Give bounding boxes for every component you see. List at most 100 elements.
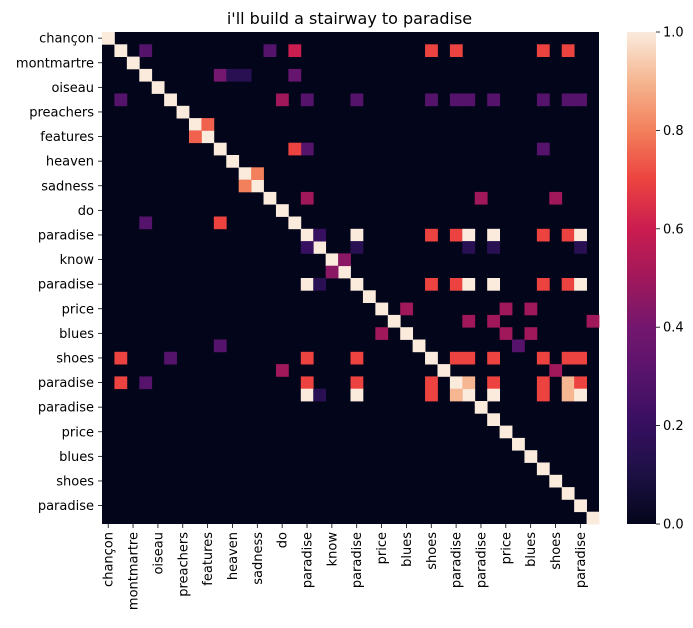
heatmap-cell bbox=[213, 68, 227, 82]
heatmap-cell bbox=[201, 130, 215, 144]
heatmap-cell bbox=[238, 179, 252, 193]
heatmap-cell bbox=[574, 376, 587, 390]
x-axis: chançon montmartre oiseau preachers features… bbox=[102, 524, 589, 610]
heatmap-cell bbox=[536, 93, 550, 107]
heatmap-cell bbox=[462, 376, 476, 390]
heatmap-cell bbox=[251, 167, 264, 180]
x-tick-label: features bbox=[201, 532, 216, 586]
heatmap-cell bbox=[536, 351, 550, 365]
x-tick-label: know bbox=[325, 532, 340, 567]
y-tick-label: preachers bbox=[29, 105, 94, 120]
y-tick-label: price bbox=[62, 425, 94, 440]
y-tick-label: blues bbox=[59, 327, 94, 342]
heatmap-cell bbox=[524, 327, 538, 340]
heatmap-cell bbox=[561, 351, 575, 365]
heatmap-cell bbox=[288, 44, 302, 57]
heatmap-cell bbox=[425, 44, 438, 57]
heatmap-cell bbox=[188, 130, 202, 144]
x-tick-label: paradise bbox=[450, 532, 465, 588]
heatmap-cell bbox=[338, 265, 351, 279]
heatmap-cell bbox=[561, 388, 575, 402]
heatmap-cell bbox=[574, 351, 587, 365]
colorbar-tick-label: 1.0 bbox=[663, 26, 684, 41]
x-tick-label: price bbox=[375, 532, 390, 564]
heatmap-cell bbox=[561, 228, 575, 242]
heatmap-cell bbox=[549, 474, 563, 488]
heatmap-cell bbox=[313, 278, 327, 291]
x-tick-label: shoes bbox=[425, 532, 440, 570]
y-axis: chançon montmartre oiseau preachers features… bbox=[16, 32, 102, 514]
y-tick-label: paradise bbox=[38, 228, 94, 243]
heatmap-cell bbox=[139, 216, 153, 230]
heatmap-cell bbox=[201, 118, 215, 131]
heatmap-cell bbox=[114, 44, 128, 57]
heatmap-cell bbox=[114, 351, 128, 365]
y-tick-label: paradise bbox=[38, 278, 94, 293]
heatmap-cell bbox=[561, 278, 575, 291]
heatmap-cell bbox=[499, 302, 513, 316]
heatmap-cell bbox=[549, 191, 563, 205]
heatmap-cell bbox=[350, 388, 364, 402]
heatmap-cell bbox=[536, 228, 550, 242]
heatmap-cell bbox=[350, 93, 364, 107]
heatmap-cell bbox=[226, 155, 240, 168]
heatmap-cell bbox=[275, 204, 289, 217]
heatmap-cell bbox=[474, 401, 488, 414]
heatmap-cell bbox=[126, 56, 140, 70]
y-tick-label: shoes bbox=[56, 351, 94, 366]
heatmap-cell bbox=[114, 93, 128, 107]
y-tick-label: blues bbox=[59, 450, 94, 465]
heatmap-cell bbox=[300, 388, 314, 402]
heatmap-cell bbox=[499, 327, 513, 340]
heatmap-cell bbox=[437, 364, 451, 377]
heatmap-cell bbox=[102, 32, 115, 45]
heatmap-cell bbox=[425, 376, 438, 390]
heatmap-cell bbox=[375, 302, 389, 316]
heatmap-cell bbox=[574, 499, 587, 513]
x-tick-label: montmartre bbox=[127, 532, 142, 610]
heatmap-cell bbox=[213, 216, 227, 230]
heatmap-cell bbox=[449, 388, 463, 402]
y-tick-label: sadness bbox=[41, 179, 94, 194]
heatmap-cell bbox=[300, 278, 314, 291]
heatmap-cell bbox=[263, 44, 277, 57]
heatmap-cell bbox=[226, 68, 240, 82]
y-tick-label: shoes bbox=[56, 474, 94, 489]
heatmap-cell bbox=[288, 142, 302, 156]
x-tick-label: preachers bbox=[176, 532, 191, 597]
y-tick-label: price bbox=[62, 302, 94, 317]
heatmap-cell bbox=[561, 376, 575, 390]
heatmap-cell bbox=[512, 339, 525, 353]
heatmap-cell bbox=[449, 376, 463, 390]
x-tick-label: blues bbox=[400, 532, 415, 567]
heatmap-cell bbox=[462, 278, 476, 291]
heatmap-cell bbox=[449, 44, 463, 57]
heatmap-cell bbox=[251, 179, 264, 193]
heatmap-cell bbox=[300, 228, 314, 242]
x-tick-label: do bbox=[276, 532, 291, 548]
y-tick-label: do bbox=[78, 204, 94, 219]
heatmap-cell bbox=[188, 118, 202, 131]
y-tick-label: heaven bbox=[46, 155, 94, 170]
y-tick-label: features bbox=[40, 130, 94, 145]
heatmap-cell bbox=[288, 68, 302, 82]
heatmap-cell bbox=[275, 364, 289, 377]
heatmap-cell bbox=[350, 241, 364, 254]
heatmap-cell bbox=[462, 241, 476, 254]
heatmap-cell bbox=[536, 278, 550, 291]
heatmap-cells bbox=[102, 32, 600, 525]
colorbar-ticks: 0.0 0.2 0.4 0.6 0.8 1.0 bbox=[656, 26, 684, 533]
x-tick-label: paradise bbox=[301, 532, 316, 588]
heatmap-cell bbox=[487, 241, 501, 254]
heatmap-cell bbox=[487, 314, 501, 328]
colorbar-tick-label: 0.2 bbox=[663, 419, 684, 434]
heatmap-cell bbox=[561, 487, 575, 500]
x-tick-label: blues bbox=[524, 532, 539, 567]
heatmap-cell bbox=[574, 228, 587, 242]
heatmap-cell bbox=[313, 228, 327, 242]
y-tick-label: chançon bbox=[39, 32, 94, 47]
x-tick-label: sadness bbox=[251, 532, 266, 585]
y-tick-label: paradise bbox=[38, 376, 94, 391]
heatmap-cell bbox=[300, 191, 314, 205]
